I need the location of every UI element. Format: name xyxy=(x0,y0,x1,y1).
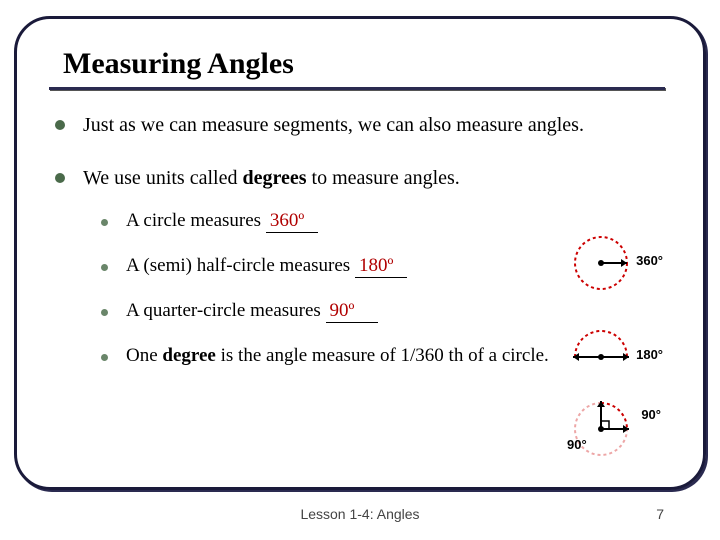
blank-1: 360º xyxy=(266,210,318,233)
circle-full: 360° xyxy=(561,225,661,301)
sub-2-pre: A (semi) half-circle measures xyxy=(126,255,355,276)
bullet-1-text: Just as we can measure segments, we can … xyxy=(83,112,584,139)
sub-4-pre: One xyxy=(126,345,162,366)
bullet-2-pre: We use units called xyxy=(83,167,242,189)
answer-180: 180º xyxy=(359,255,393,276)
slide-frame: Measuring Angles Just as we can measure … xyxy=(14,16,706,490)
label-180: 180° xyxy=(636,347,663,362)
blank-2: 180º xyxy=(355,255,407,278)
footer-lesson: Lesson 1-4: Angles xyxy=(300,506,419,522)
sub-2-line: A (semi) half-circle measures 180º xyxy=(126,255,407,278)
label-360: 360° xyxy=(636,253,663,268)
bullet-2: We use units called degrees to measure a… xyxy=(55,165,665,192)
sub-bullet-disc-icon xyxy=(101,354,108,361)
label-90-left: 90° xyxy=(567,437,587,452)
sub-4-bold: degree xyxy=(162,345,215,366)
footer-page-number: 7 xyxy=(656,506,664,522)
circle-diagrams: 360° 180° xyxy=(555,225,667,465)
bullet-2-post: to measure angles. xyxy=(307,167,460,189)
slide-footer: Lesson 1-4: Angles 7 xyxy=(0,506,720,522)
bullet-1: Just as we can measure segments, we can … xyxy=(55,112,665,139)
circle-half-svg xyxy=(561,315,661,375)
bullet-disc-icon xyxy=(55,120,65,130)
circle-quarter: 90° 90° xyxy=(561,389,661,465)
circle-quarter-svg xyxy=(561,389,661,465)
sub-4-line: One degree is the angle measure of 1/360… xyxy=(126,345,549,367)
sub-3-pre: A quarter-circle measures xyxy=(126,300,326,321)
bullet-disc-icon xyxy=(55,173,65,183)
sub-bullet-disc-icon xyxy=(101,264,108,271)
answer-360: 360º xyxy=(270,210,304,231)
sub-bullet-disc-icon xyxy=(101,309,108,316)
answer-90: 90º xyxy=(330,300,355,321)
circle-half: 180° xyxy=(561,315,661,375)
sub-1-pre: A circle measures xyxy=(126,210,266,231)
bullet-2-bold: degrees xyxy=(242,167,306,189)
sub-1-line: A circle measures 360º xyxy=(126,210,318,233)
blank-3: 90º xyxy=(326,300,378,323)
slide: Measuring Angles Just as we can measure … xyxy=(0,0,720,540)
bullet-2-text: We use units called degrees to measure a… xyxy=(83,165,460,192)
sub-bullet-disc-icon xyxy=(101,219,108,226)
title-rule xyxy=(49,87,665,90)
slide-title: Measuring Angles xyxy=(63,47,665,81)
sub-4-post: is the angle measure of 1/360 th of a ci… xyxy=(216,345,549,366)
label-90-right: 90° xyxy=(641,407,661,422)
sub-3-line: A quarter-circle measures 90º xyxy=(126,300,378,323)
